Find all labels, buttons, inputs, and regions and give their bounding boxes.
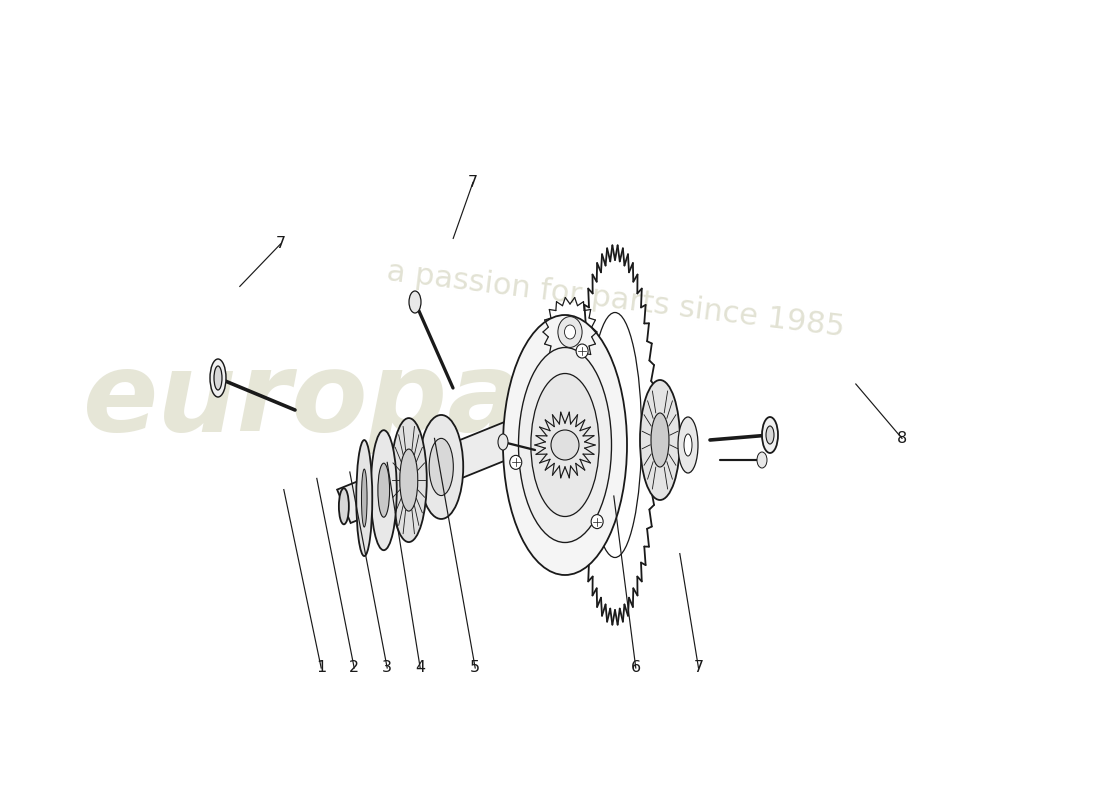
Text: 2: 2 [349,661,360,675]
Ellipse shape [762,417,778,453]
Ellipse shape [518,347,612,542]
Ellipse shape [640,380,680,500]
Ellipse shape [399,449,418,511]
Text: 1: 1 [316,661,327,675]
Text: 7: 7 [468,175,478,190]
Text: 4: 4 [415,661,426,675]
Text: europar: europar [82,346,578,454]
Text: 5: 5 [470,661,481,675]
Ellipse shape [551,430,579,460]
Text: 3: 3 [382,661,393,675]
Ellipse shape [390,418,427,542]
Ellipse shape [378,463,389,517]
Ellipse shape [678,417,698,473]
Text: a passion for parts since 1985: a passion for parts since 1985 [385,258,847,342]
Ellipse shape [651,413,669,467]
Ellipse shape [591,514,603,529]
Text: 7: 7 [693,661,704,675]
Ellipse shape [356,440,372,556]
Text: 8: 8 [896,431,907,446]
Ellipse shape [766,426,774,444]
Ellipse shape [498,434,508,450]
Text: 7: 7 [275,237,286,251]
Ellipse shape [503,315,627,575]
Ellipse shape [429,438,453,495]
Ellipse shape [588,313,641,558]
Ellipse shape [362,469,367,527]
Ellipse shape [757,452,767,468]
Ellipse shape [558,317,582,347]
Ellipse shape [339,488,349,524]
Ellipse shape [371,430,397,550]
Ellipse shape [576,344,588,358]
Ellipse shape [210,359,225,397]
Ellipse shape [419,415,463,519]
Text: 6: 6 [630,661,641,675]
Ellipse shape [531,374,600,517]
Ellipse shape [564,325,575,339]
Ellipse shape [509,455,521,470]
Polygon shape [337,420,522,523]
Ellipse shape [684,434,692,456]
Ellipse shape [214,366,222,390]
Ellipse shape [409,291,421,313]
